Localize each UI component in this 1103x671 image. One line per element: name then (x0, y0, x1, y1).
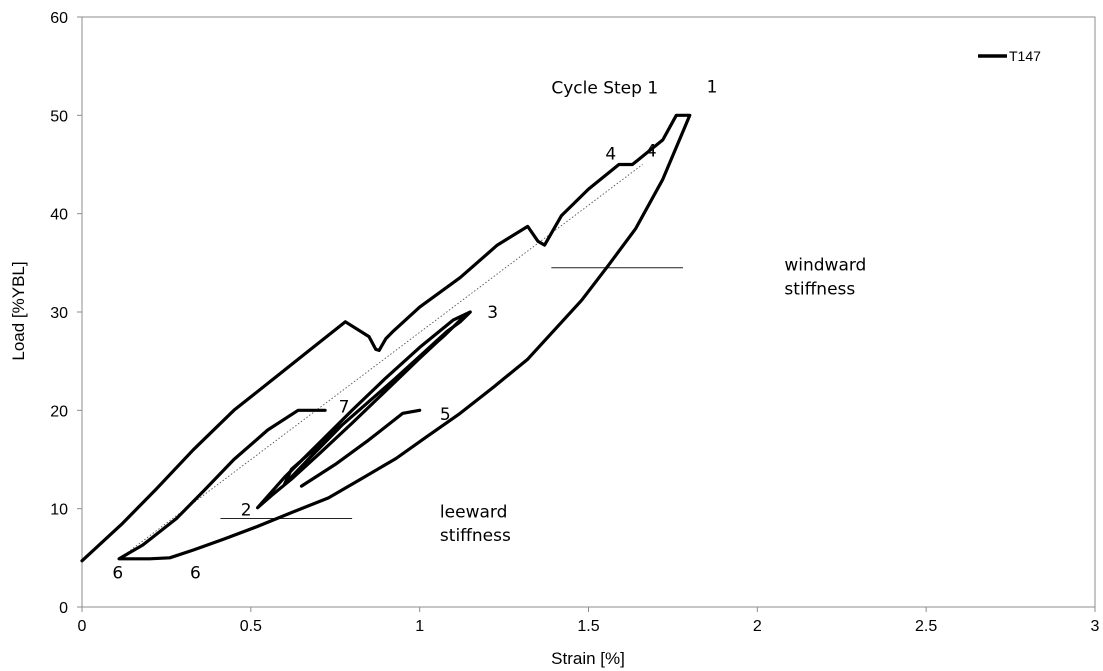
secant-stiffness-line (118, 164, 643, 560)
series-line-0 (80, 113, 692, 563)
annotation-label: stiffness (784, 279, 855, 299)
annotation-label: Cycle Step 1 (551, 79, 658, 99)
annotation-label: stiffness (440, 526, 511, 546)
x-tick-label: 0 (78, 618, 87, 635)
y-tick-label: 30 (50, 305, 68, 322)
annotation-label: 1 (707, 78, 718, 98)
series-line-1 (256, 310, 472, 510)
x-tick-label: 0.5 (240, 618, 262, 635)
annotation-label: 7 (339, 397, 350, 417)
y-tick-label: 50 (50, 108, 68, 125)
annotation-label: 5 (440, 405, 451, 425)
x-tick-label: 1 (415, 618, 424, 635)
y-tick-label: 40 (50, 207, 68, 224)
annotation-label: leeward (440, 503, 507, 523)
annotations-layer: Cycle Step 1 1 4 4 3 7 5 2 6 6 windward stiffness le… (112, 78, 866, 584)
x-axis-title: Strain [%] (551, 649, 625, 668)
legend-label-t147: T147 (1009, 48, 1041, 64)
series-line-2 (299, 408, 422, 488)
x-tick-label: 1.5 (577, 618, 599, 635)
y-tick-label: 60 (50, 10, 68, 27)
annotation-label: 4 (605, 145, 616, 165)
annotation-label: windward (784, 256, 866, 276)
y-tick-label: 0 (59, 600, 68, 617)
annotation-label: 2 (241, 501, 252, 521)
annotation-label: 3 (487, 303, 498, 323)
y-tick-label: 10 (50, 502, 68, 519)
y-tick-label: 20 (50, 403, 68, 420)
x-tick-label: 2.5 (915, 618, 937, 635)
x-tick-label: 2 (753, 618, 762, 635)
legend: T147 (978, 48, 1041, 64)
x-tick-label: 3 (1091, 618, 1100, 635)
annotation-label: 6 (112, 563, 123, 583)
y-axis-title: Load [%YBL] (9, 261, 28, 360)
annotation-label: 6 (190, 563, 201, 583)
annotation-label: 4 (646, 142, 657, 162)
reference-lines (118, 164, 684, 560)
series-layer (80, 113, 692, 563)
